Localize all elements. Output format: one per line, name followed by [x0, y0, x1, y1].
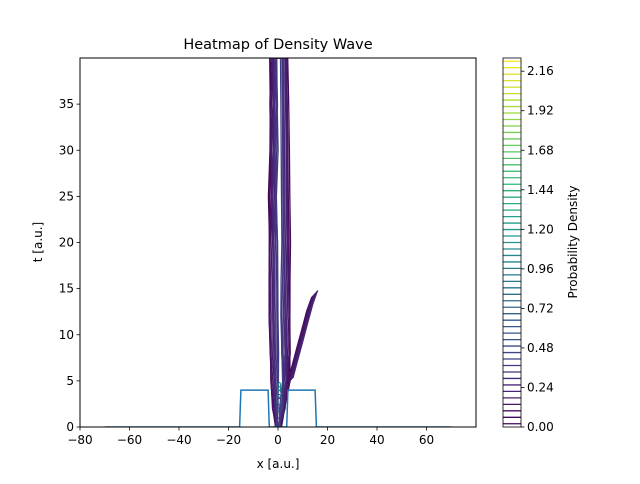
colorbar-tick-label: 1.92 [527, 104, 554, 118]
colorbar-tick-label: 1.20 [527, 222, 554, 236]
colorbar-tick-label: 0.72 [527, 301, 554, 315]
density-contour-main-10 [273, 58, 286, 427]
y-axis-label: t [a.u.] [31, 222, 45, 262]
colorbar-label: Probability Density [566, 186, 580, 299]
x-tick-label: −80 [67, 433, 92, 447]
x-tick-label: 0 [274, 433, 282, 447]
colorbar-tick-label: 0.00 [527, 420, 554, 434]
colorbar-tick-label: 2.16 [527, 64, 554, 78]
density-contour-main-13 [275, 58, 284, 427]
colorbar-tick-label: 0.96 [527, 262, 554, 276]
y-tick-label: 15 [59, 282, 74, 296]
density-contour-main-4 [269, 58, 290, 427]
colorbar-tick-label: 1.68 [527, 143, 554, 157]
x-tick-label: −60 [117, 433, 142, 447]
x-tick-label: −40 [166, 433, 191, 447]
colorbar: 0.00 0.24 0.48 0.72 0.96 1.20 1.44 1.68 1.92 2.16 [502, 57, 554, 434]
density-contour-main-3 [268, 58, 291, 427]
y-tick-label: 25 [59, 189, 74, 203]
marks-layer [104, 58, 452, 427]
x-tick-label: 60 [419, 433, 434, 447]
density-core-contour-3 [276, 385, 282, 398]
density-contour-branch-7 [292, 290, 319, 379]
density-core-contour-4 [277, 381, 282, 391]
potential-line [104, 389, 452, 427]
y-tick-label: 20 [59, 236, 74, 250]
x-axis-label: x [a.u.] [257, 457, 300, 471]
y-tick-label: 0 [66, 420, 74, 434]
y-tick-label: 10 [59, 328, 74, 342]
y-tick-label: 30 [59, 143, 74, 157]
density-core-contour-1 [276, 394, 283, 413]
x-tick-label: 40 [369, 433, 384, 447]
colorbar-tick-label: 1.44 [527, 183, 554, 197]
x-tick-label: −20 [216, 433, 241, 447]
colorbar-tick-label: 0.24 [527, 380, 554, 394]
colorbar-frame [502, 57, 522, 428]
axes-layer: −80 −60 −40 −20 0 20 40 60 0 5 10 15 20 25 30 35 [59, 97, 434, 447]
x-tick-label: 20 [320, 433, 335, 447]
y-tick-label: 5 [66, 374, 74, 388]
y-tick-label: 35 [59, 97, 74, 111]
density-core-contour-0 [275, 398, 283, 420]
chart-title: Heatmap of Density Wave [183, 37, 372, 53]
colorbar-tick-label: 0.48 [527, 341, 554, 355]
